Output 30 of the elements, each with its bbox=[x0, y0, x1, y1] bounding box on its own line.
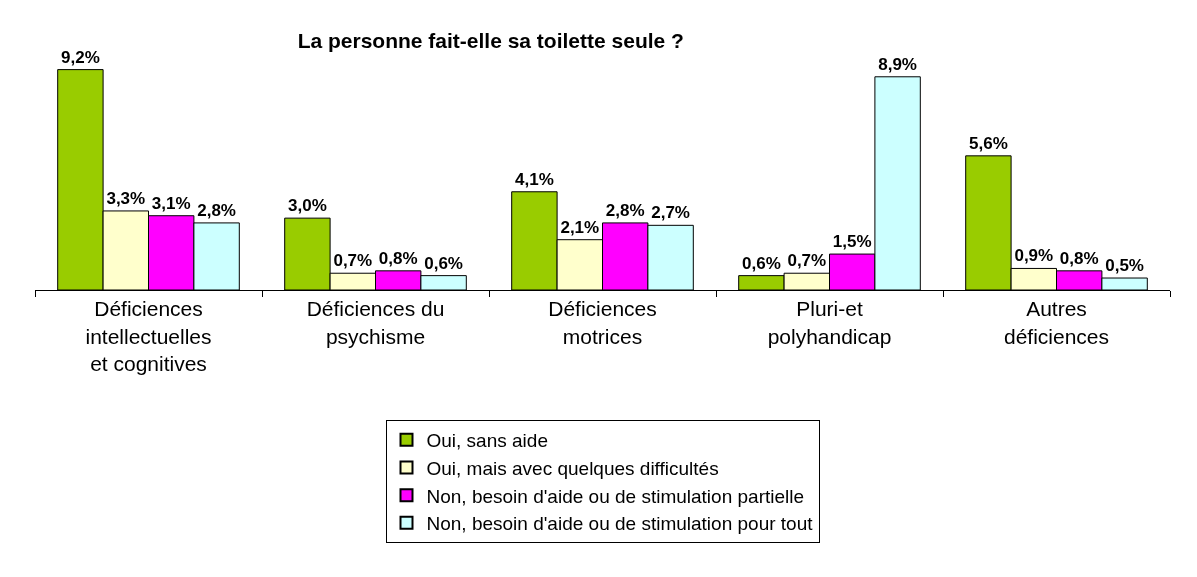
data-label: 0,9% bbox=[1014, 246, 1054, 266]
data-label: 0,8% bbox=[378, 248, 418, 268]
legend-label: Non, besoin d'aide ou de stimulation partielle bbox=[426, 485, 805, 507]
data-label: 9,2% bbox=[61, 47, 100, 67]
data-label: 3,3% bbox=[106, 188, 146, 208]
data-label: 0,5% bbox=[1105, 256, 1144, 276]
data-label: 8,9% bbox=[878, 54, 917, 74]
data-label: 4,1% bbox=[515, 169, 554, 189]
data-label: 2,7% bbox=[651, 203, 690, 223]
data-label: 0,6% bbox=[742, 253, 781, 273]
data-label: 5,6% bbox=[969, 133, 1008, 153]
legend-label: Non, besoin d'aide ou de stimulation pour tout bbox=[426, 513, 814, 535]
data-label: 0,6% bbox=[424, 253, 463, 273]
x-tick-label: Déficiences du psychisme bbox=[306, 297, 445, 348]
legend-label: Oui, sans aide bbox=[426, 430, 548, 452]
data-label: 2,1% bbox=[560, 217, 600, 237]
data-label: 1,5% bbox=[832, 232, 872, 252]
data-label: 3,0% bbox=[288, 196, 327, 216]
data-label: 0,7% bbox=[787, 251, 827, 271]
x-tick-label: Déficiences intellectuelles et cognitives bbox=[85, 297, 212, 375]
x-tick-label: Pluri-et polyhandicap bbox=[767, 297, 892, 348]
data-label: 0,8% bbox=[1059, 248, 1099, 268]
chart-title: La personne fait-elle sa toilette seule ? bbox=[297, 28, 684, 52]
data-label: 0,7% bbox=[333, 251, 373, 271]
x-tick-label: Déficiences motrices bbox=[548, 297, 657, 348]
data-label: 3,1% bbox=[151, 193, 191, 213]
data-label: 2,8% bbox=[197, 200, 236, 220]
legend-label: Oui, mais avec quelques difficultés bbox=[426, 457, 719, 479]
x-tick-label: Autres déficiences bbox=[1003, 297, 1110, 348]
data-label: 2,8% bbox=[605, 200, 645, 220]
